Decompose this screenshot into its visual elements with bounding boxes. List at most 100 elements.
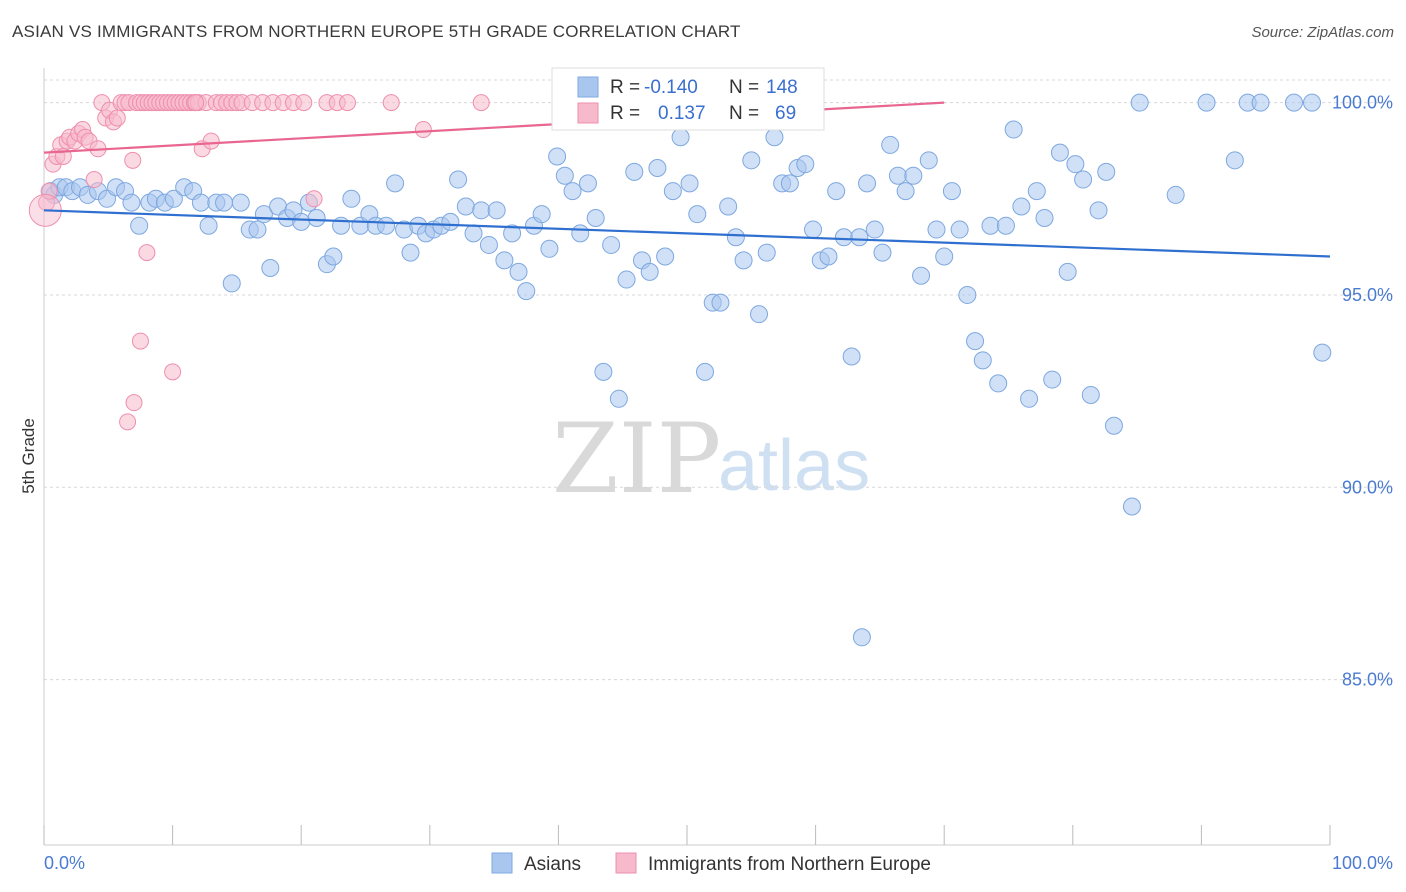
point-asians — [1089, 201, 1108, 220]
point-asians — [578, 174, 597, 193]
point-asians — [1097, 162, 1116, 181]
point-asians — [215, 193, 234, 212]
point-asians — [441, 212, 460, 231]
point-asians — [1058, 262, 1077, 281]
point-asians — [625, 162, 644, 181]
point-asians — [834, 228, 853, 247]
point-asians — [996, 216, 1015, 235]
point-northern-europe — [108, 109, 126, 127]
point-asians — [950, 220, 969, 239]
point-asians — [479, 235, 498, 254]
correlation-legend: R = -0.140 N = 148 R = 0.137 N = 69 — [551, 67, 825, 131]
point-asians — [292, 212, 311, 231]
point-asians — [989, 374, 1008, 393]
y-tick-labels: 85.0% 90.0% 95.0% 100.0% — [1332, 93, 1393, 690]
series-northern-europe-points — [28, 94, 490, 431]
point-asians — [563, 182, 582, 201]
point-asians — [617, 270, 636, 289]
point-asians — [1050, 143, 1069, 162]
point-asians — [663, 182, 682, 201]
point-asians — [540, 239, 559, 258]
point-northern-europe — [295, 94, 313, 112]
legend-r-label-asians: R = — [610, 77, 640, 98]
point-asians — [1284, 93, 1303, 112]
point-asians — [858, 174, 877, 193]
legend-n-label-northern-europe: N = — [729, 103, 759, 124]
legend-r-value-northern-europe: 0.137 — [658, 103, 706, 124]
point-northern-europe — [125, 394, 143, 412]
point-asians — [401, 243, 420, 262]
point-asians — [1313, 343, 1332, 362]
point-asians — [1197, 93, 1216, 112]
point-asians — [555, 166, 574, 185]
point-asians — [1004, 120, 1023, 139]
point-asians — [609, 389, 628, 408]
point-asians — [342, 189, 361, 208]
point-asians — [594, 362, 613, 381]
point-asians — [1130, 93, 1149, 112]
point-asians — [307, 209, 326, 228]
point-asians — [548, 147, 567, 166]
point-asians — [571, 224, 590, 243]
point-asians — [852, 628, 871, 647]
point-asians — [711, 293, 730, 312]
point-northern-europe — [338, 94, 356, 112]
point-asians — [750, 305, 769, 324]
point-northern-europe — [414, 121, 432, 139]
point-asians — [888, 166, 907, 185]
point-asians — [449, 170, 468, 189]
point-asians — [973, 351, 992, 370]
point-asians — [656, 247, 675, 266]
point-northern-europe — [124, 151, 142, 169]
trend-line-asians — [43, 209, 1331, 258]
point-northern-europe — [382, 94, 400, 112]
point-asians — [377, 216, 396, 235]
grid — [44, 79, 1390, 681]
point-asians — [865, 220, 884, 239]
point-asians — [199, 216, 218, 235]
point-asians — [804, 220, 823, 239]
point-asians — [780, 174, 799, 193]
point-asians — [640, 262, 659, 281]
point-asians — [456, 197, 475, 216]
point-asians — [1035, 209, 1054, 228]
bottom-legend-swatch-asians — [491, 852, 513, 874]
bottom-legend-label-asians: Asians — [524, 854, 581, 875]
x-tick-label-max: 100.0% — [1332, 853, 1393, 873]
point-asians — [222, 274, 241, 293]
point-asians — [688, 205, 707, 224]
point-asians — [742, 151, 761, 170]
point-asians — [873, 243, 892, 262]
point-asians — [1251, 93, 1270, 112]
point-asians — [981, 216, 1000, 235]
point-asians — [919, 151, 938, 170]
point-asians — [912, 266, 931, 285]
bottom-legend-label-northern-europe: Immigrants from Northern Europe — [648, 854, 931, 875]
point-asians — [827, 182, 846, 201]
x-tick-labels: 0.0% 100.0% — [44, 853, 1393, 873]
bottom-legend-swatch-northern-europe — [615, 852, 637, 874]
point-northern-europe — [305, 190, 323, 208]
point-northern-europe — [472, 94, 490, 112]
point-asians — [734, 251, 753, 270]
point-asians — [726, 228, 745, 247]
point-asians — [942, 182, 961, 201]
point-asians — [719, 197, 738, 216]
point-asians — [1020, 389, 1039, 408]
point-asians — [324, 247, 343, 266]
legend-n-value-asians: 148 — [766, 77, 798, 98]
point-asians — [850, 228, 869, 247]
x-tick-label-min: 0.0% — [44, 853, 85, 873]
point-asians — [130, 216, 149, 235]
point-asians — [1166, 185, 1185, 204]
point-asians — [472, 201, 491, 220]
point-asians — [231, 193, 250, 212]
point-asians — [819, 247, 838, 266]
point-asians — [1302, 93, 1321, 112]
watermark-zip: ZIP — [552, 403, 721, 515]
legend-r-value-asians: -0.140 — [644, 77, 698, 98]
point-asians — [935, 247, 954, 266]
point-asians — [248, 220, 267, 239]
point-asians — [1122, 497, 1141, 516]
point-northern-europe — [40, 182, 58, 200]
